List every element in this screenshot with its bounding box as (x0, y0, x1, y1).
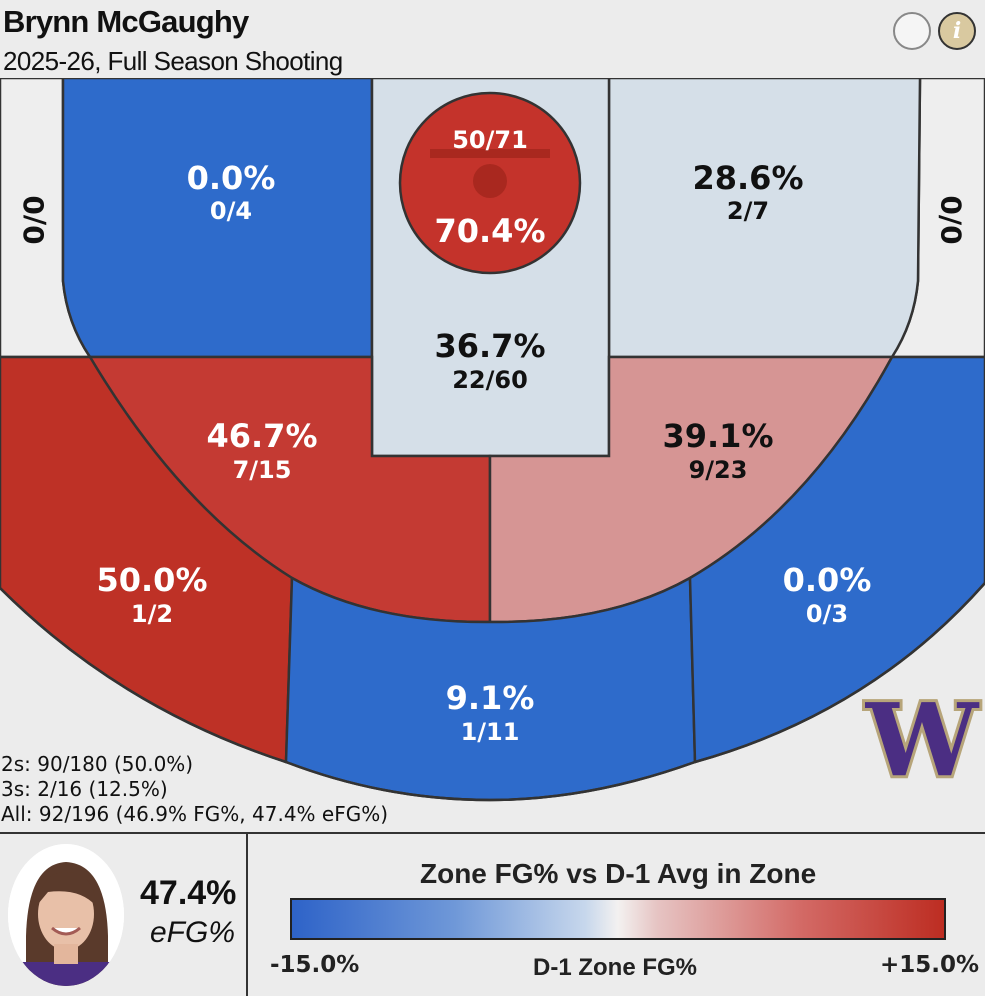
labels-layer: 0.0%0/428.6%2/750/7170.4%36.7%22/6046.7%… (18, 126, 968, 746)
hoop (473, 164, 507, 198)
efg-value: 47.4% (140, 874, 237, 912)
season-subtitle: 2025-26, Full Season Shooting (3, 46, 343, 76)
left-baseline-two-pct: 0.0% (187, 159, 276, 197)
legend-title: Zone FG% vs D-1 Avg in Zone (420, 858, 817, 889)
footer: 47.4% eFG% Zone FG% vs D-1 Avg in Zone -… (0, 832, 985, 996)
right-corner-three-made-att: 0/0 (935, 195, 968, 244)
left-corner-three-made-att: 0/0 (18, 195, 51, 244)
header: Brynn McGaughy 2025-26, Full Season Shoo… (0, 0, 985, 80)
right-elbow-two-made-att: 9/23 (689, 456, 748, 484)
logo-letter: W (865, 681, 980, 799)
rim-pct: 70.4% (434, 212, 545, 250)
twos-summary: 2s: 90/180 (50.0%) (1, 752, 194, 776)
left-elbow-two-pct: 46.7% (206, 417, 317, 455)
zones-layer (0, 78, 985, 802)
right-baseline-two-made-att: 2/7 (727, 197, 769, 225)
three-point-outline (0, 582, 985, 802)
legend-color-bar (290, 898, 946, 940)
paint-made-att: 22/60 (452, 366, 528, 394)
top-three-made-att: 1/11 (461, 718, 520, 746)
shooting-summary: 2s: 90/180 (50.0%) 3s: 2/16 (12.5%) All:… (1, 752, 388, 827)
shot-chart: 0.0%0/428.6%2/750/7170.4%36.7%22/6046.7%… (0, 78, 985, 802)
right-wing-three-pct: 0.0% (783, 561, 872, 599)
all-summary: All: 92/196 (46.9% FG%, 47.4% eFG%) (1, 802, 389, 826)
right-wing-three-made-att: 0/3 (806, 600, 848, 628)
right-baseline-two-pct: 28.6% (692, 159, 803, 197)
left-baseline-two-made-att: 0/4 (210, 197, 252, 225)
player-name: Brynn McGaughy (3, 4, 249, 39)
paint-pct: 36.7% (434, 327, 545, 365)
legend-max-label: +15.0% (880, 952, 980, 978)
top-three-pct: 9.1% (446, 679, 535, 717)
efg-label: eFG% (150, 916, 236, 949)
team-logo: W W (862, 678, 983, 802)
left-wing-three-pct: 50.0% (96, 561, 207, 599)
backboard (430, 149, 550, 158)
rim-made-att: 50/71 (452, 126, 528, 154)
logo-letter-outline: W (865, 681, 980, 799)
footer-divider (246, 834, 248, 996)
left-wing-three-made-att: 1/2 (131, 600, 173, 628)
right-elbow-two-pct: 39.1% (662, 417, 773, 455)
left-elbow-two-made-att: 7/15 (233, 456, 292, 484)
share-button[interactable] (893, 12, 931, 50)
legend-min-label: -15.0% (270, 952, 360, 978)
legend-mid-label: D-1 Zone FG% (533, 954, 698, 981)
player-avatar (8, 844, 124, 986)
threes-summary: 3s: 2/16 (12.5%) (1, 777, 168, 801)
info-icon[interactable]: i (938, 12, 976, 50)
